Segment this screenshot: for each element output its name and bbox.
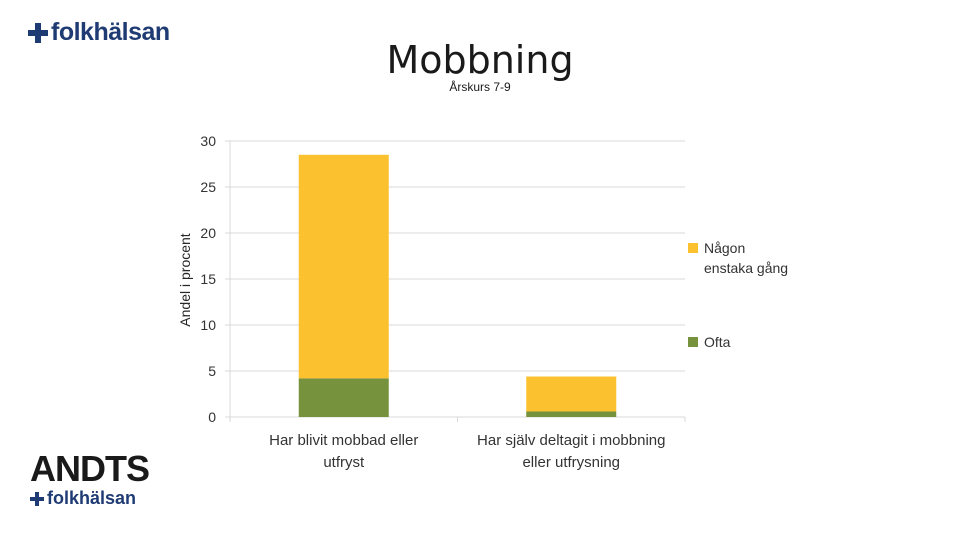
chart-subtitle: Årskurs 7-9 <box>449 80 511 94</box>
folkhalsan-logo-bottom: folkhälsan <box>30 488 136 509</box>
folkhalsan-logo-top: folkhälsan <box>28 18 170 47</box>
x-category-label: Har själv deltagit i mobbning <box>477 432 665 449</box>
y-tick-label: 0 <box>208 409 216 425</box>
bar-n-gon-enstaka-g-ng-2 <box>526 376 617 412</box>
y-tick-label: 15 <box>200 271 216 287</box>
x-category-label: utfryst <box>323 454 365 471</box>
y-tick-label: 25 <box>200 179 216 195</box>
x-category-label: Har blivit mobbad eller <box>269 432 418 449</box>
y-tick-label: 10 <box>200 317 216 333</box>
legend-label: Någon enstaka gång <box>704 240 789 276</box>
folkhalsan-cross-icon <box>28 22 48 43</box>
legend-label: Ofta <box>704 334 731 350</box>
legend-item: Någon enstaka gång <box>688 238 818 278</box>
bar-n-gon-enstaka-g-ng-1 <box>298 154 389 379</box>
y-tick-label: 5 <box>208 363 216 379</box>
folkhalsan-cross-icon <box>30 491 44 506</box>
chart-title: Mobbning <box>386 38 574 82</box>
folkhalsan-logo-text: folkhälsan <box>51 18 170 46</box>
y-tick-label: 20 <box>200 225 216 241</box>
andts-logo: ANDTS <box>30 448 150 489</box>
folkhalsan-logo-bottom-text: folkhälsan <box>47 488 137 508</box>
legend-swatch <box>688 243 698 253</box>
bar-ofta-1 <box>298 378 389 417</box>
x-category-label: eller utfrysning <box>522 454 620 471</box>
bar-ofta-2 <box>526 411 617 417</box>
legend-item: Ofta <box>688 332 818 352</box>
legend-swatch <box>688 337 698 347</box>
y-tick-label: 30 <box>200 133 216 149</box>
